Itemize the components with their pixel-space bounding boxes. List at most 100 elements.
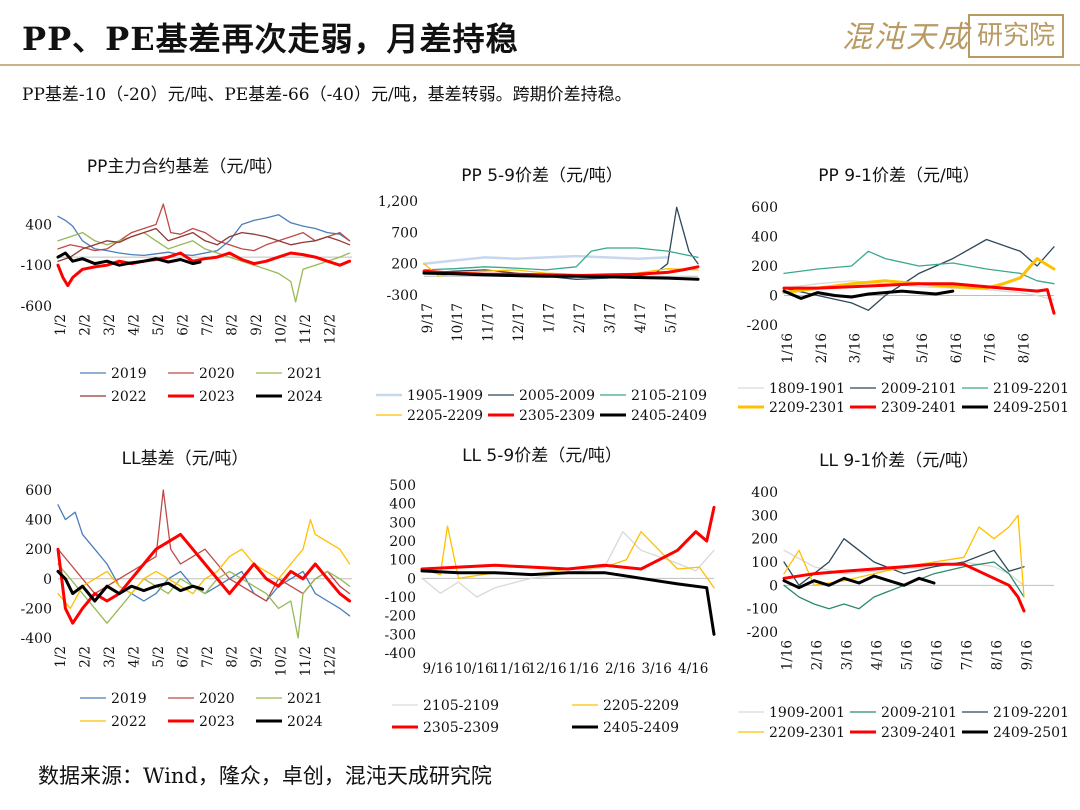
x-tick-label: 1/2 [53,314,69,336]
y-tick-label: 200 [391,257,418,273]
legend-label: 2022 [111,714,147,730]
series-line-2409-2501 [782,289,955,300]
legend-label: 2024 [287,714,323,730]
chart-pp-basis: PP主力合约基差（元/吨） 400 -100 -600 1/2 2/2 3/2 4/2 5/2… [10,148,360,420]
logo-box: 研究院 [968,14,1064,58]
y-tick-label: 400 [751,485,778,501]
legend-label: 2405-2409 [631,408,707,424]
x-tick-label: 5/17 [663,303,679,333]
series-line-1909-2001 [783,549,1025,586]
x-tick-label: 5/2 [151,314,167,336]
y-tick-label: 0 [769,289,778,305]
series-line-2305-2309 [420,505,716,571]
series-line-2022 [57,227,351,262]
series-line-2105-2109 [423,247,699,271]
chart-ll-9-1: LL 9-1价差（元/吨） 400 300 200 100 0 -100 -200 1/16 2… [724,442,1074,755]
legend-label: 2109-2201 [993,381,1069,397]
series-line-2020 [57,203,351,252]
y-tick-label: -100 [747,602,778,618]
chart-ll-5-9: LL 5-9价差（元/吨） 500 400 300 200 100 0 -100 -200 -3… [362,437,722,750]
legend-label: 2209-2301 [769,400,845,416]
chart-svg: 600 400 200 0 -2001/16 2/16 3/16 4/16 5/16 6/16 7/… [738,200,1069,416]
chart-title: LL基差（元/吨） [121,449,249,469]
legend: 2019 2020 2021 2022 2023 2024 [80,691,323,730]
series-line-2209-2301 [783,514,1025,598]
legend-label: 2209-2301 [769,725,845,741]
x-tick-label: 10/16 [455,661,494,677]
logo-script: 混沌天成 [842,20,970,55]
x-tick-label: 4/16 [870,640,886,670]
legend: 2105-2109 2205-2209 2305-2309 2405-2409 [392,698,679,736]
legend-label: 2005-2009 [519,388,595,404]
chart-svg: 400 300 200 100 0 -100 -2001/16 2/16 3/16 4/16 5/1… [738,485,1069,741]
chart-svg: 500 400 300 200 100 0 -100 -200 -300 -400 9/16 10/1… [385,478,716,736]
x-tick-label: 4/16 [678,661,708,677]
legend-label: 2109-2201 [993,705,1069,721]
legend-label: 1809-1901 [769,381,845,397]
x-tick-label: 4/2 [127,314,143,336]
y-tick-label: -200 [21,601,52,617]
y-tick-label: 400 [751,230,778,246]
legend-label: 2009-2101 [881,705,957,721]
series-line-2109-2201 [783,538,1025,586]
series-line-2020 [57,489,351,602]
x-tick-label: 7/16 [983,333,999,363]
legend: 2019 2020 2021 2022 2023 2024 [80,366,323,405]
chart-title: LL 9-1价差（元/吨） [819,451,979,471]
x-tick-label: 8/2 [225,646,241,668]
y-tick-label: -600 [21,299,52,315]
series-line-2209-2301 [782,257,1056,295]
page-title: PP、PE基差再次走弱，月差持稳 [22,20,519,58]
y-tick-label: 0 [43,572,52,588]
y-tick-label: -300 [385,627,416,643]
x-tick-label: 2/2 [78,314,94,336]
series-line-1809-1901 [783,280,1055,301]
x-tick-label: 5/2 [151,646,167,668]
summary-text: PP基差-10（-20）元/吨、PE基差-66（-40）元/吨，基差转弱。跨期价… [22,85,632,105]
x-tick-label: 12/2 [323,314,339,344]
legend-label: 2409-2501 [993,400,1069,416]
x-tick-label: 2/2 [78,646,94,668]
y-tick-label: -300 [387,288,418,304]
y-tick-label: 100 [389,553,416,569]
legend-label: 2020 [199,691,235,707]
legend-label: 2023 [199,389,235,405]
y-tick-label: 400 [25,217,52,233]
y-tick-label: 300 [751,508,778,524]
legend-label: 2205-2209 [407,408,483,424]
x-tick-label: 12/16 [528,661,567,677]
y-tick-label: 700 [391,225,418,241]
series-line-2405-2409 [422,271,700,281]
x-tick-label: 4/2 [127,646,143,668]
x-tick-label: 3/2 [102,646,118,668]
chart-ll-basis: LL基差（元/吨） 600 400 200 0 -200 -400 1/2 2/2 3/2 4/2… [10,440,360,750]
y-tick-label: -100 [21,258,52,274]
x-tick-label: 9/16 [422,661,452,677]
y-tick-label: -200 [747,318,778,334]
data-source: 数据来源：Wind，隆众，卓创，混沌天成研究院 [38,764,492,788]
legend-label: 2019 [111,691,147,707]
chart-pp-5-9: PP 5-9价差（元/吨） 1,200 700 200 -300 9/17 10/17 11… [362,155,722,425]
y-tick-label: 0 [769,578,778,594]
x-tick-label: 3/2 [102,314,118,336]
x-tick-label: 4/17 [633,303,649,333]
x-tick-label: 2/16 [810,640,826,670]
x-tick-label: 3/16 [641,661,671,677]
y-tick-label: 400 [25,513,52,529]
x-tick-label: 1/2 [53,646,69,668]
series-line-2019 [57,214,351,257]
x-tick-label: 9/16 [1020,640,1036,670]
legend-label: 2020 [199,366,235,382]
y-tick-label: -400 [21,631,52,647]
x-tick-label: 10/2 [274,646,290,676]
x-tick-label: 9/17 [420,303,436,333]
series-line-2023 [56,251,352,288]
y-tick-label: 1,200 [378,194,418,210]
x-tick-label: 8/16 [1016,333,1032,363]
plot-area: 500 400 300 200 100 0 -100 -200 -300 -400 9/16 10/1… [385,478,716,677]
y-tick-label: 0 [407,571,416,587]
x-tick-label: 2/16 [605,661,635,677]
